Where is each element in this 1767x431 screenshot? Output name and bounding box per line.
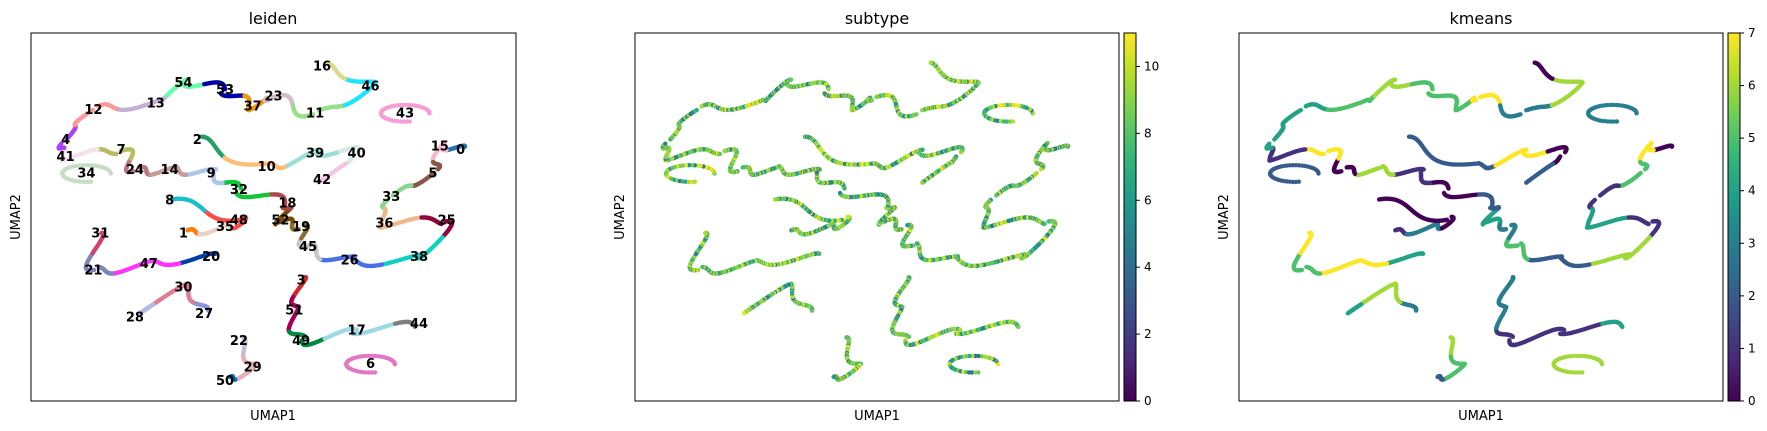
cluster-label: 18 <box>278 197 296 212</box>
scatter-point <box>920 147 925 152</box>
cluster-label: 2 <box>193 133 202 148</box>
scatter-point <box>928 60 933 65</box>
scatter-point <box>788 77 794 82</box>
cluster-label: 45 <box>299 240 317 255</box>
cluster-label: 0 <box>456 143 465 158</box>
cluster-label: 48 <box>230 213 248 228</box>
scatter-point <box>826 87 831 92</box>
cluster-label: 50 <box>216 374 234 389</box>
cluster-label: 10 <box>258 160 276 175</box>
cluster-label: 3 <box>297 274 306 289</box>
cluster-label: 8 <box>165 193 174 208</box>
cluster-label: 40 <box>348 146 366 161</box>
scatter-point <box>435 167 441 172</box>
scatter-point <box>234 190 239 196</box>
cluster-label: 1 <box>179 227 188 242</box>
cluster-label: 21 <box>84 264 102 279</box>
cluster-label: 32 <box>230 183 248 198</box>
cluster-label: 6 <box>366 357 375 372</box>
cluster-label: 14 <box>161 163 179 178</box>
scatter-point <box>958 150 964 155</box>
cluster-label: 47 <box>140 257 158 272</box>
scatter-point <box>772 197 778 202</box>
scatter-point <box>311 241 316 246</box>
panel-title: leiden <box>249 9 298 28</box>
cluster-label: 17 <box>348 324 366 339</box>
scatter-point <box>845 214 850 219</box>
cluster-label: 33 <box>382 190 400 205</box>
cluster-label: 43 <box>396 106 414 121</box>
scatter-point <box>136 165 142 170</box>
cluster-label: 51 <box>285 304 303 319</box>
cluster-label: 25 <box>438 213 456 228</box>
scatter-point <box>1042 221 1047 227</box>
cluster-label: 41 <box>57 150 75 165</box>
cluster-label: 22 <box>230 334 248 349</box>
plot-area <box>660 60 1071 382</box>
panel-title: subtype <box>845 9 909 28</box>
cluster-label: 42 <box>313 173 331 188</box>
cluster-label: 38 <box>410 250 428 265</box>
scatter-point <box>301 223 307 228</box>
cluster-label: 36 <box>375 217 393 232</box>
x-axis-label: UMAP1 <box>250 409 296 424</box>
cluster-label: 11 <box>306 106 324 121</box>
cluster-label: 27 <box>195 307 213 322</box>
cluster-label: 19 <box>292 220 310 235</box>
cluster-label: 54 <box>174 76 192 91</box>
cluster-label: 34 <box>77 167 95 182</box>
scatter-point <box>740 165 745 170</box>
scatter-point <box>390 193 396 198</box>
scatter-point <box>439 221 444 227</box>
scatter-point <box>663 141 668 146</box>
cluster-label: 46 <box>361 80 379 95</box>
cluster-label: 37 <box>244 100 262 115</box>
cluster-label: 52 <box>271 213 289 228</box>
scatter-point <box>59 141 64 146</box>
cluster-label: 39 <box>306 146 324 161</box>
cluster-label: 15 <box>431 140 449 155</box>
cluster-label: 30 <box>174 280 192 295</box>
scatter-point <box>837 190 843 196</box>
scatter-point <box>905 223 910 228</box>
cluster-label: 23 <box>264 90 282 105</box>
cluster-label: 5 <box>428 167 437 182</box>
cluster-label: 24 <box>126 163 144 178</box>
cluster-label: 12 <box>84 103 102 118</box>
scatter-point <box>869 98 874 103</box>
cluster-label: 53 <box>216 83 234 98</box>
scatter-point <box>118 148 123 154</box>
scatter-point <box>914 112 919 117</box>
scatter-point <box>694 107 699 113</box>
cluster-label: 9 <box>207 167 216 182</box>
cluster-label: 13 <box>147 96 165 111</box>
scatter-point <box>920 180 925 185</box>
cluster-label: 29 <box>244 361 262 376</box>
cluster-label: 44 <box>410 317 428 332</box>
scatter-point <box>994 193 999 198</box>
scatter-point <box>90 107 96 113</box>
cluster-label: 31 <box>91 227 109 242</box>
cluster-label: 49 <box>292 334 310 349</box>
cluster-label: 26 <box>341 254 359 269</box>
scatter-point <box>1038 167 1044 172</box>
y-axis-label: UMAP2 <box>9 194 24 240</box>
cluster-label: 20 <box>202 250 220 265</box>
scatter-point <box>722 148 727 154</box>
cluster-label: 4 <box>61 133 70 148</box>
cluster-label: 16 <box>313 60 331 75</box>
cluster-label: 7 <box>117 143 126 158</box>
cluster-label: 28 <box>126 310 144 325</box>
